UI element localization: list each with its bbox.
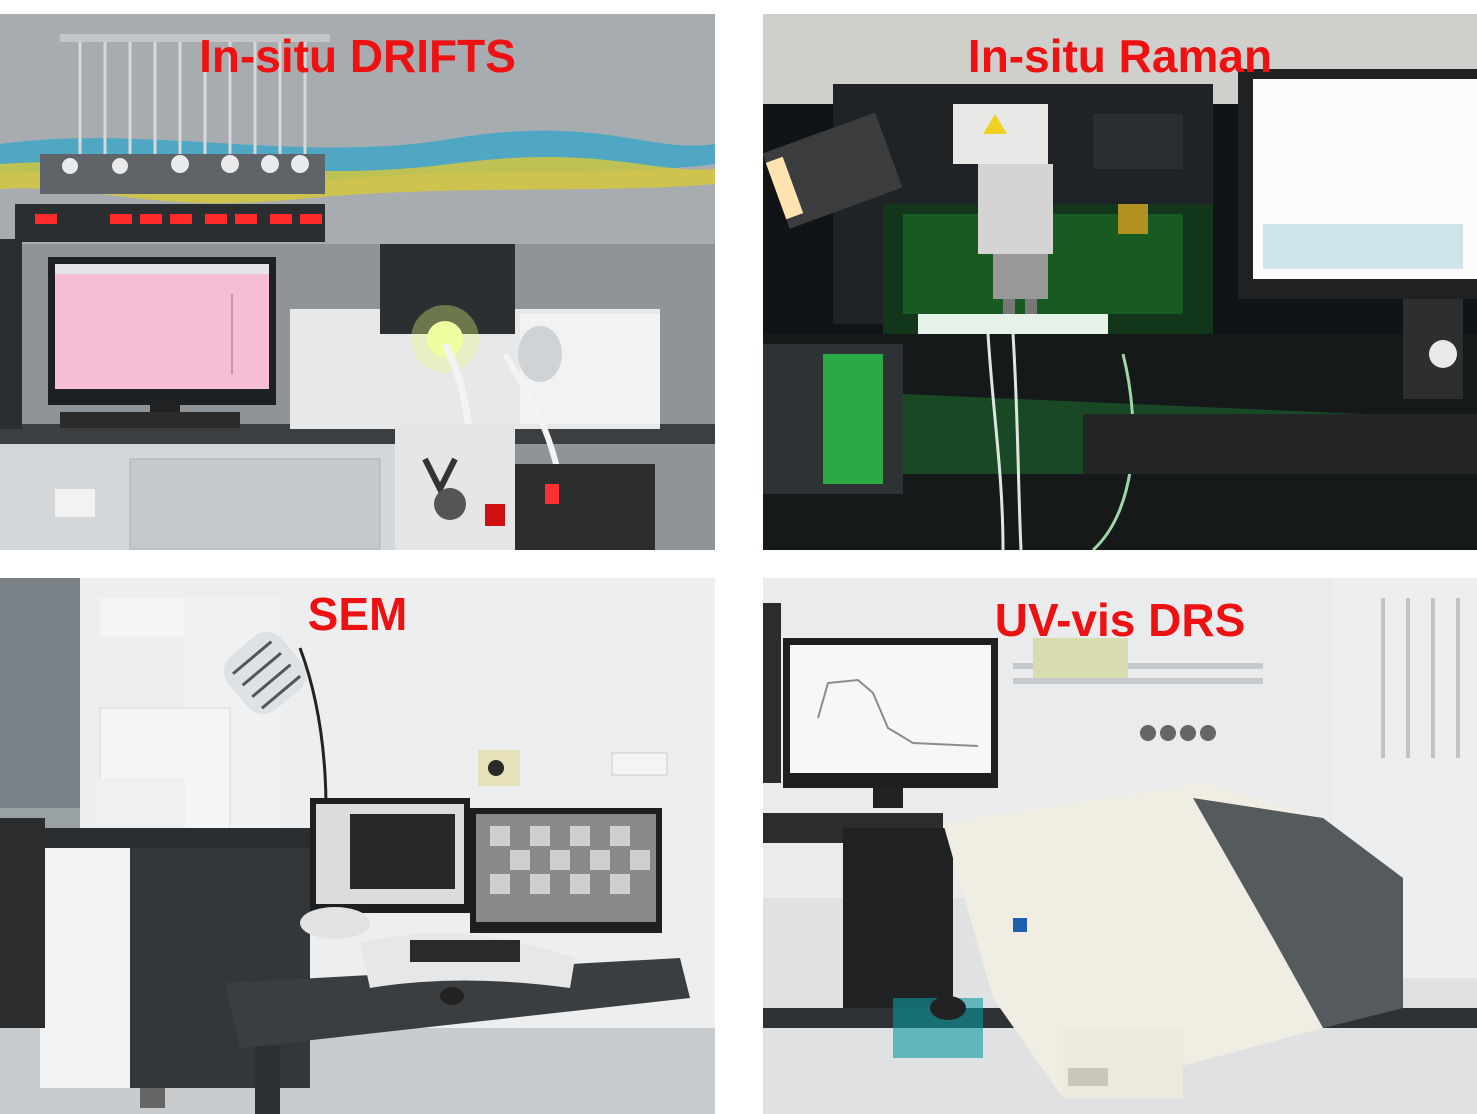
panel-caption: UV-vis DRS bbox=[994, 594, 1246, 646]
raman-lab-photo bbox=[763, 14, 1477, 550]
sem-lab-photo bbox=[0, 578, 715, 1114]
photo-in-situ-drifts: In-situ DRIFTS bbox=[0, 14, 715, 550]
photo-in-situ-raman: In-situ Raman bbox=[763, 14, 1477, 550]
uvvis-lab-photo bbox=[763, 578, 1477, 1114]
drifts-lab-photo bbox=[0, 14, 715, 550]
photo-uv-vis-drs: UV-vis DRS bbox=[763, 578, 1477, 1114]
panel-caption: SEM bbox=[307, 588, 408, 640]
photo-sem: SEM bbox=[0, 578, 715, 1114]
panel-caption: In-situ Raman bbox=[967, 30, 1273, 82]
panel-caption: In-situ DRIFTS bbox=[199, 30, 516, 82]
